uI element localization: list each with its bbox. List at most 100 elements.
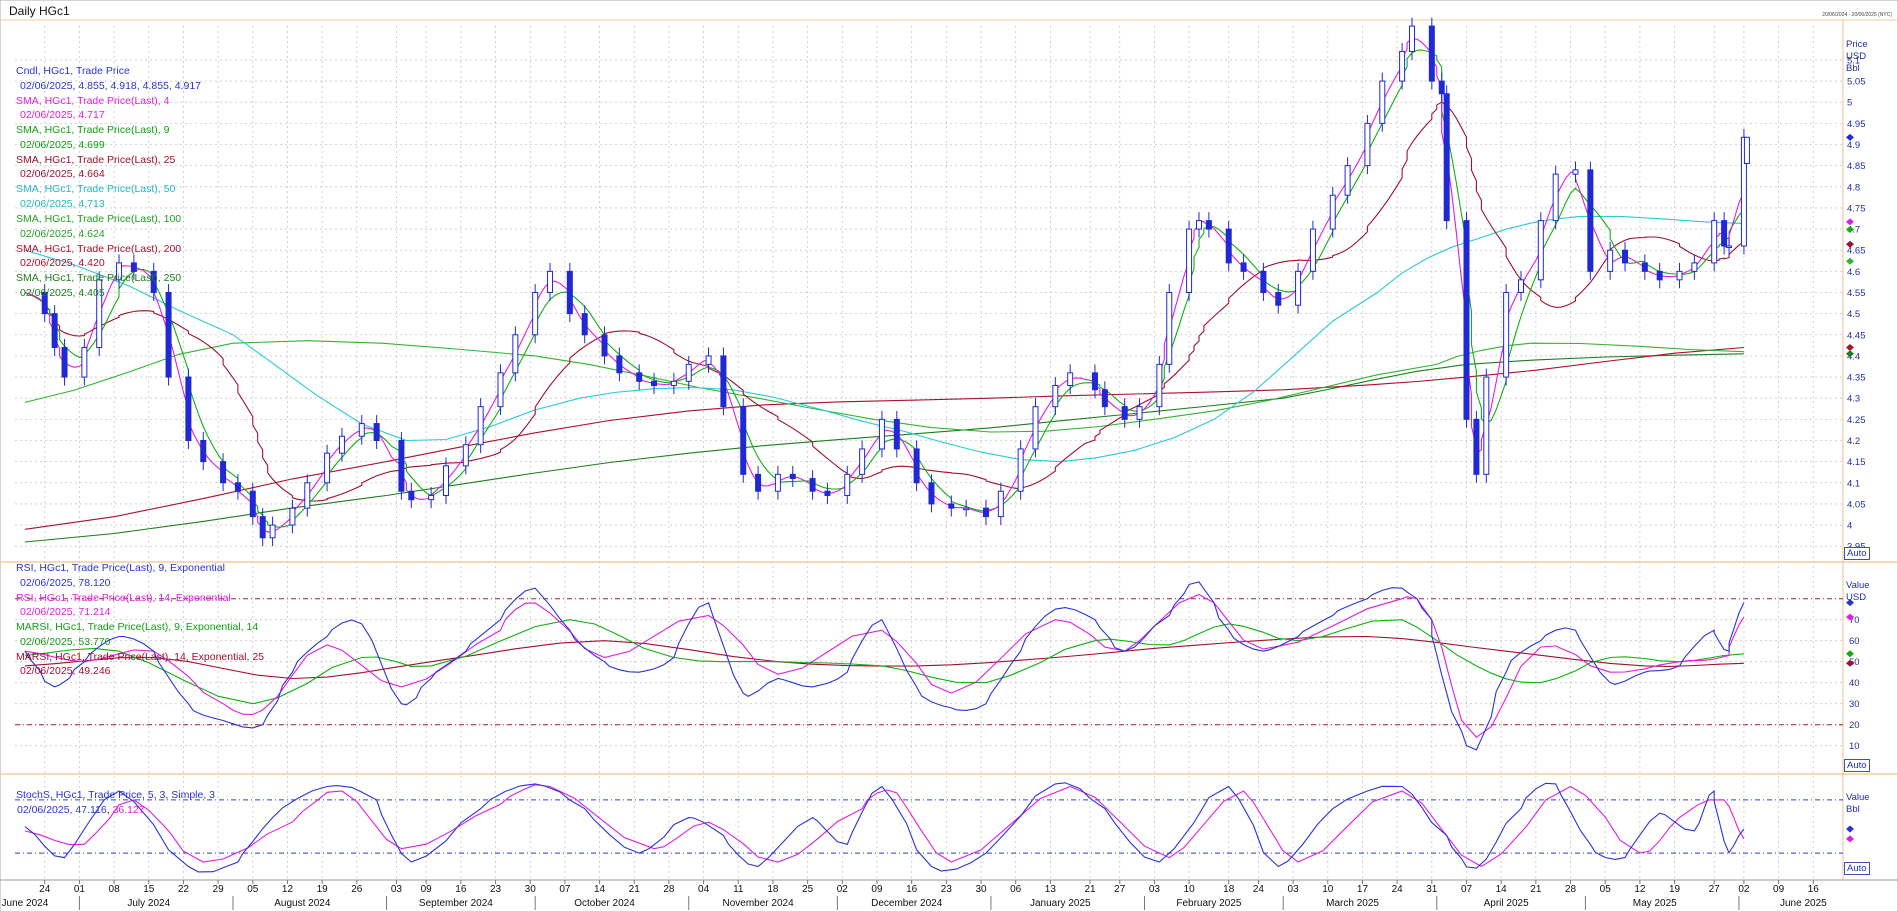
candle <box>220 461 227 484</box>
candle <box>324 452 331 484</box>
day-tick-label: 08 <box>109 884 121 895</box>
price-marker <box>1846 257 1854 265</box>
month-label: February 2025 <box>1176 898 1241 909</box>
rsi-auto-button[interactable]: Auto <box>1844 759 1870 772</box>
legend-entry: MARSI, HGc1, Trade Price(Last), 9, Expon… <box>16 620 258 649</box>
day-tick-label: 21 <box>629 884 641 895</box>
candle <box>616 355 623 374</box>
candle <box>1463 220 1470 420</box>
legend-series-value: 02/06/2025, 4.717 <box>20 109 105 122</box>
candle <box>1483 376 1490 475</box>
legend-entry: SMA, HGc1, Trade Price(Last), 250 02/06/2… <box>16 271 181 300</box>
candle <box>1260 270 1267 294</box>
day-tick-label: 03 <box>1149 884 1161 895</box>
legend-series-name: SMA, HGc1, Trade Price(Last), 100 <box>16 213 182 225</box>
price-tick-label: 4.35 <box>1847 373 1866 384</box>
price-tick-label: 4.5 <box>1847 309 1860 320</box>
candle <box>1136 406 1143 420</box>
candle <box>1225 228 1232 264</box>
legend-series-value: 02/06/2025, 4.713 <box>20 197 105 210</box>
stoch-auto-button[interactable]: Auto <box>1844 862 1870 875</box>
day-tick-label: 17 <box>1357 884 1369 895</box>
candle <box>185 376 192 441</box>
candle <box>1721 220 1728 247</box>
candle <box>601 334 608 357</box>
candle <box>1552 173 1559 222</box>
candle <box>358 423 365 437</box>
candle <box>1032 406 1039 450</box>
candle <box>1186 228 1193 293</box>
day-tick-label: 03 <box>391 884 403 895</box>
candle <box>893 418 900 450</box>
candle <box>1399 50 1406 82</box>
candle <box>1726 245 1733 248</box>
day-tick-label: 07 <box>1461 884 1473 895</box>
candle <box>670 380 677 387</box>
price-tick-label: 4.55 <box>1847 288 1866 299</box>
month-label: September 2024 <box>419 898 493 909</box>
day-tick-label: 30 <box>975 884 987 895</box>
price-tick-label: 4.05 <box>1847 499 1866 510</box>
candle <box>774 473 781 492</box>
candle <box>1205 220 1212 230</box>
legend-series-value: 02/06/2025, 4.624 <box>20 227 105 240</box>
candle <box>1379 80 1386 124</box>
candle <box>740 406 747 475</box>
rsi-tick-label: 40 <box>1849 678 1860 689</box>
candle <box>982 507 989 518</box>
day-tick-label: 12 <box>282 884 294 895</box>
candle <box>948 503 955 509</box>
day-tick-label: 31 <box>1426 884 1438 895</box>
day-tick-label: 28 <box>663 884 675 895</box>
stoch-legend: StochS, HGc1, Trade Price, 5, 3, Simple,… <box>16 789 216 816</box>
candle <box>1622 249 1629 264</box>
stoch-legend-k: 47.116 <box>75 803 107 816</box>
legend-entry: Cndl, HGc1, Trade Price 02/06/2025, 4.855… <box>16 64 201 93</box>
day-tick-label: 24 <box>39 884 51 895</box>
candle <box>1537 220 1544 281</box>
candle <box>1309 228 1316 272</box>
candle <box>1641 262 1648 272</box>
candle <box>304 482 311 509</box>
candle <box>1428 25 1435 82</box>
day-tick-label: 18 <box>767 884 779 895</box>
legend-series-name: SMA, HGc1, Trade Price(Last), 250 <box>16 272 182 285</box>
candle <box>116 262 123 281</box>
candle <box>338 435 345 454</box>
month-label: March 2025 <box>1326 898 1379 909</box>
candles <box>41 17 1747 547</box>
month-label: August 2024 <box>274 898 331 909</box>
day-tick-label: 11 <box>733 884 744 895</box>
candle <box>1240 262 1247 272</box>
legend-series-name: RSI, HGc1, Trade Price(Last), 14, Expone… <box>16 591 231 604</box>
candle <box>373 423 380 441</box>
price-tick-label: 4.75 <box>1847 203 1866 214</box>
stoch-marker <box>1846 825 1854 833</box>
day-tick-label: 24 <box>1392 884 1404 895</box>
price-tick-label: 4.85 <box>1847 161 1866 172</box>
month-label: May 2025 <box>1633 898 1677 909</box>
day-tick-label: 16 <box>906 884 918 895</box>
candle <box>289 507 296 526</box>
candle <box>165 292 172 378</box>
price-marker <box>1846 350 1854 358</box>
stoch-legend-date: 02/06/2025, <box>17 803 76 816</box>
price-marker <box>1846 133 1854 141</box>
candle <box>1195 220 1202 230</box>
legend-entry: SMA, HGc1, Trade Price(Last), 4 02/06/202… <box>16 94 169 123</box>
candle <box>878 418 885 450</box>
price-axis-units: Price USD Bbl <box>1846 39 1868 74</box>
day-tick-label: 26 <box>351 884 363 895</box>
candle <box>720 355 727 408</box>
candle <box>566 270 573 315</box>
candle <box>1052 385 1059 408</box>
candle <box>1344 165 1351 196</box>
price-marker <box>1846 218 1854 226</box>
candle <box>1121 406 1128 420</box>
day-tick-label: 09 <box>871 884 883 895</box>
price-tick-label: 5.05 <box>1847 77 1866 88</box>
price-auto-button[interactable]: Auto <box>1844 547 1870 560</box>
price-tick-label: 4.4 <box>1847 351 1860 362</box>
legend-entry: RSI, HGc1, Trade Price(Last), 9, Exponen… <box>16 561 225 590</box>
